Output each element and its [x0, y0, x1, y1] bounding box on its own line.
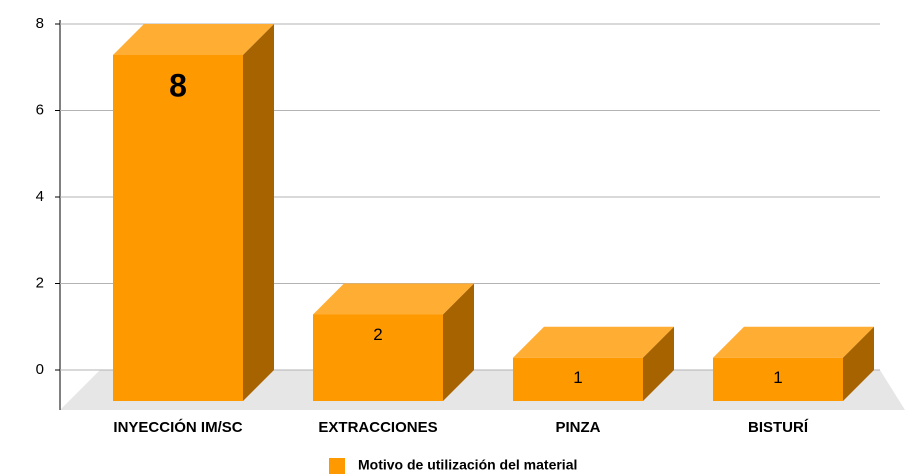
x-tick-label: EXTRACCIONES — [318, 419, 437, 436]
legend-swatch — [329, 458, 345, 474]
y-tick-label: 8 — [36, 15, 44, 32]
data-label: 1 — [573, 368, 582, 387]
bar-top — [713, 326, 874, 358]
bar-top — [313, 283, 474, 315]
data-label: 2 — [373, 325, 382, 344]
bar — [713, 357, 843, 401]
bar — [313, 314, 443, 401]
y-tick-label: 4 — [36, 188, 44, 205]
x-tick-label: INYECCIÓN IM/SC — [113, 418, 242, 436]
bar-side — [643, 326, 674, 401]
bar-top — [513, 326, 674, 358]
y-tick-label: 0 — [36, 361, 44, 378]
data-label: 8 — [169, 67, 187, 103]
bar-side — [243, 24, 274, 401]
floor — [60, 370, 905, 410]
bar-side — [843, 326, 874, 401]
bar — [113, 55, 243, 401]
y-tick-label: 6 — [36, 101, 44, 118]
bar-top — [113, 24, 274, 55]
bar-side — [443, 283, 474, 401]
y-tick-label: 2 — [36, 274, 44, 291]
x-tick-label: PINZA — [556, 419, 601, 436]
bar — [513, 357, 643, 401]
x-tick-label: BISTURÍ — [748, 419, 809, 436]
legend-label: Motivo de utilización del material — [358, 457, 577, 473]
data-label: 1 — [773, 368, 782, 387]
